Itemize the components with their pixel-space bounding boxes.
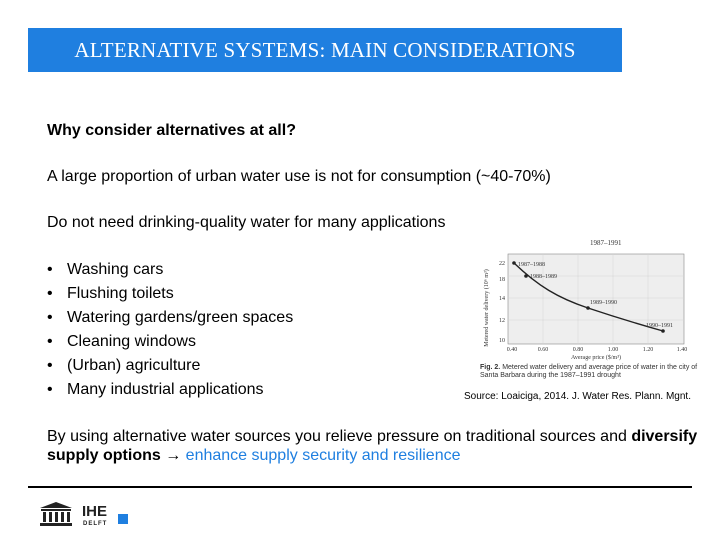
point-label: 1987–1988 (518, 262, 545, 268)
plot-grid (508, 254, 684, 344)
y-tick-label: 22 (499, 261, 505, 267)
x-tick-label: 1.40 (677, 347, 688, 353)
figure-caption-number: Fig. 2. (480, 364, 501, 371)
statement-consumption: A large proportion of urban water use is… (47, 168, 551, 185)
data-point (524, 274, 528, 278)
point-label: 1990–1991 (646, 323, 673, 329)
x-tick-label: 1.00 (608, 347, 619, 353)
logo-text-ihe: IHE (82, 503, 107, 520)
page-title: ALTERNATIVE SYSTEMS: MAIN CONSIDERATIONS (28, 28, 622, 72)
closing-bold: diversify supply options (47, 428, 698, 464)
x-tick-label: 1.20 (643, 347, 654, 353)
ihe-delft-logo: IHE DELFT (40, 502, 128, 527)
data-point (661, 329, 665, 333)
x-tick-label: 0.80 (573, 347, 584, 353)
source-citation: Source: Loaiciga, 2014. J. Water Res. Pl… (464, 391, 691, 402)
point-label: 1989–1990 (590, 300, 617, 306)
closing-accent: enhance supply security and resilience (185, 447, 461, 464)
bullet-icon: • (47, 381, 53, 398)
list-item: • (Urban) agriculture (47, 354, 293, 378)
page-title-text: ALTERNATIVE SYSTEMS: MAIN CONSIDERATIONS (74, 37, 576, 62)
figure-top-label: 1987–1991 (590, 239, 622, 247)
arrow-right-icon: → (160, 447, 186, 464)
list-item: • Watering gardens/green spaces (47, 306, 293, 330)
applications-list: • Washing cars • Flushing toilets • Waterin… (47, 258, 293, 402)
question-heading: Why consider alternatives at all? (47, 122, 296, 139)
list-item: • Cleaning windows (47, 330, 293, 354)
data-point (586, 306, 590, 310)
water-delivery-figure: 1987–1991 Metered water delivery (10⁶ m³… (483, 239, 688, 361)
bullet-icon: • (47, 333, 53, 350)
logo-text-delft: DELFT (83, 521, 107, 527)
y-tick-label: 10 (499, 338, 505, 344)
y-tick-label: 18 (499, 277, 505, 283)
institution-building-icon (40, 502, 72, 526)
x-tick-label: 0.60 (538, 347, 549, 353)
y-tick-label: 12 (499, 318, 505, 324)
x-tick-label: 0.40 (507, 347, 518, 353)
figure-caption-text: Metered water delivery and average price… (480, 364, 698, 379)
closing-statement: By using alternative water sources you r… (47, 427, 707, 465)
bullet-icon: • (47, 309, 53, 326)
bullet-icon: • (47, 357, 53, 374)
list-item: • Washing cars (47, 258, 293, 282)
logo-square-icon (118, 514, 128, 524)
closing-text: By using alternative water sources you r… (47, 428, 632, 445)
y-tick-label: 14 (499, 296, 505, 302)
footer-divider (28, 486, 692, 488)
bullet-icon: • (47, 285, 53, 302)
figure-caption: Fig. 2. Metered water delivery and avera… (480, 364, 712, 380)
figure-xlabel: Average price ($/m³) (571, 354, 621, 361)
point-label: 1988–1989 (530, 274, 557, 280)
bullet-icon: • (47, 261, 53, 278)
list-item: • Many industrial applications (47, 378, 293, 402)
figure-ylabel: Metered water delivery (10⁶ m³) (483, 269, 490, 347)
data-point (512, 261, 516, 265)
list-item: • Flushing toilets (47, 282, 293, 306)
statement-drinking-quality: Do not need drinking-quality water for m… (47, 214, 446, 231)
